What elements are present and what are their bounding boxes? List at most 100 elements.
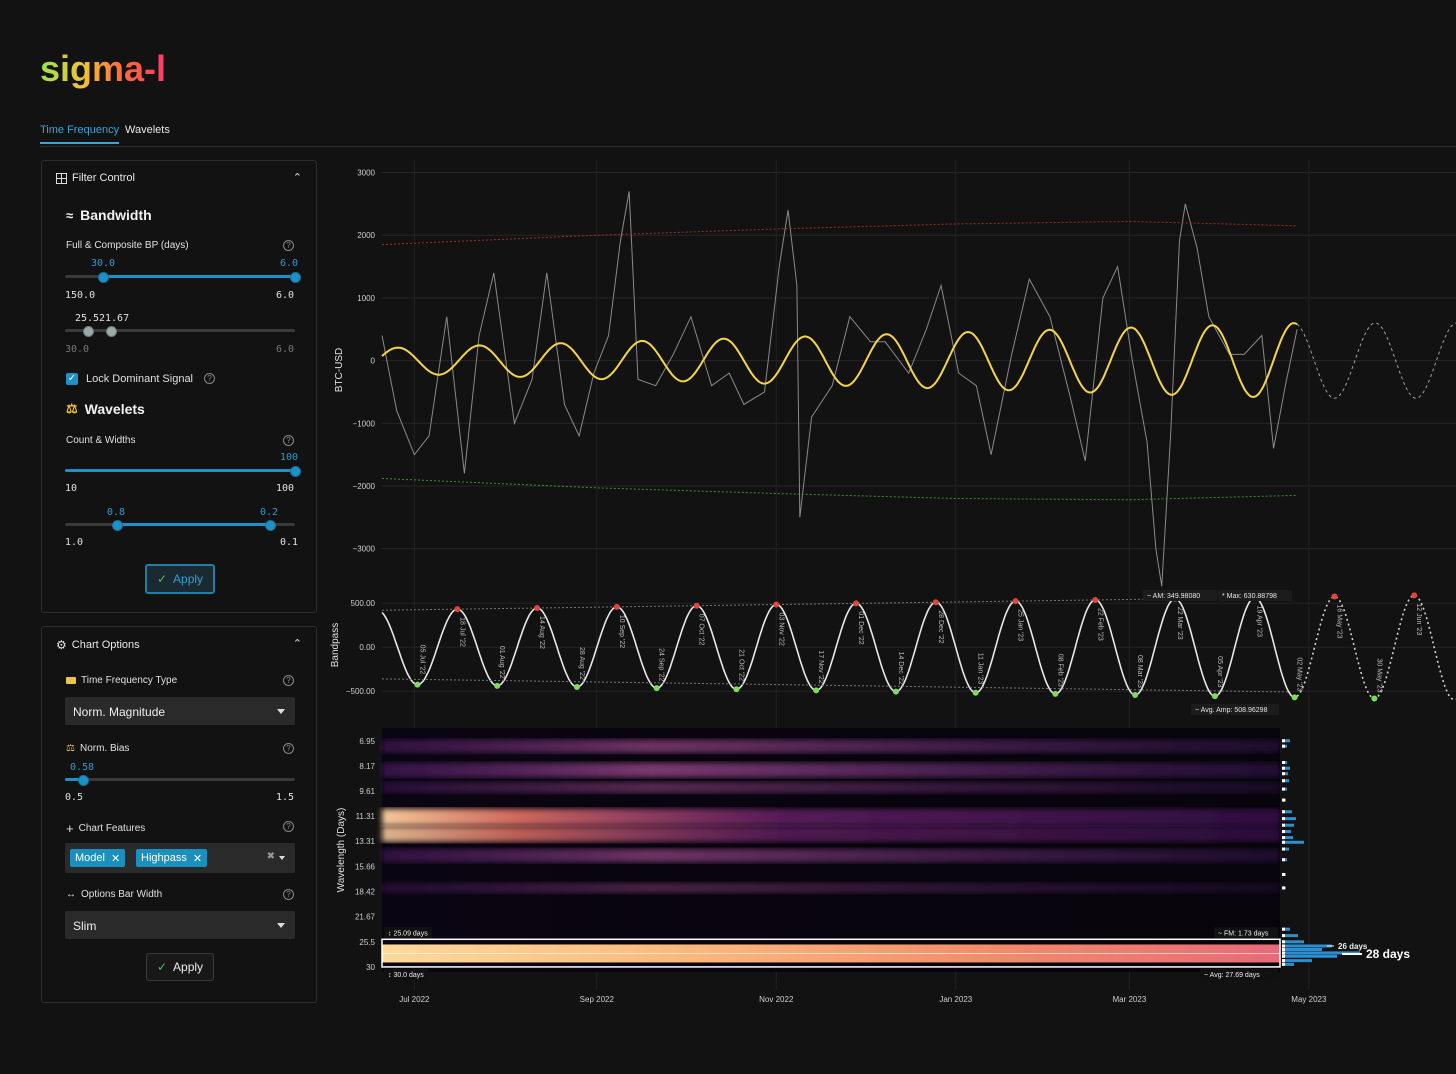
bandwidth-slider-high-handle[interactable] [290,272,301,283]
trough-marker [892,688,899,695]
y-tick-label: 8.17 [359,762,375,771]
histogram-bar-edge [1282,954,1285,958]
fm-label-box [1214,927,1278,939]
extremum-date-label: 24 Sep '22 [658,648,665,681]
y-tick-label: 30 [366,963,375,972]
extremum-date-label: 10 Sep '22 [618,615,625,648]
y-tick-label: 9.61 [359,787,375,796]
y-axis-label: Wavelength (Days) [336,808,347,893]
close-icon[interactable]: ✕ [192,852,203,865]
y-tick-label: −3000 [353,545,376,554]
x-tick-label: Sep 2022 [580,995,615,1004]
wavelet-count-max: 100 [276,483,295,494]
bar-width-value: Slim [73,919,97,933]
bar-width-select[interactable]: Slim [65,911,295,939]
filter-control-title: Filter Control [72,172,135,184]
trough-marker [1052,690,1059,697]
histogram-bar-edge [1282,872,1285,876]
composite-min-label: 30.0 [65,344,90,355]
peak-marker [853,600,860,607]
histogram-bar [1282,766,1290,770]
histogram-bar-edge [1282,947,1285,951]
filter-apply-button[interactable]: ✓ Apply [145,564,215,594]
peak-marker [1012,598,1019,605]
wavelets-section-title: ⚖ Wavelets [66,401,145,417]
extremum-date-label: 18 Jul '22 [458,617,465,647]
composite-slider-track[interactable] [65,329,295,332]
help-icon[interactable]: ? [283,240,294,251]
max-label: * Max: 630.88798 [1222,593,1277,600]
chevron-up-icon[interactable]: ⌃ [292,172,302,184]
feature-chip-highpass[interactable]: Highpass ✕ [136,849,208,867]
composite-slider-low-handle[interactable] [83,326,94,337]
model-projection-line [1296,322,1456,399]
histogram-label-26: 26 days [1338,942,1368,951]
wavelength-heatmap[interactable]: 6.95 8.17 9.61 11.31 13.31 15.66 18.42 21.67 25.… [336,728,1410,980]
help-icon[interactable]: ? [283,889,294,900]
bandwidth-title: Bandwidth [80,207,152,223]
wavelet-count-handle[interactable] [290,466,301,477]
histogram-bar-edge [1282,951,1285,955]
clear-icon[interactable]: ✖ [266,851,275,862]
x-tick-label: Jan 2023 [939,995,972,1004]
close-icon[interactable]: ✕ [110,852,121,865]
bandpass-chart[interactable]: 500.00 0.00 −500.00 Bandpass 05 Jul '22 18 Ju… [330,590,1456,715]
trough-marker [494,682,501,689]
histogram-bar [1282,836,1293,840]
extremum-date-label: 08 Feb '23 [1056,654,1063,687]
chart-features-multiselect[interactable]: Model ✕ Highpass ✕ ✖ [65,843,295,873]
feature-chip-label: Highpass [141,852,187,864]
help-icon[interactable]: ? [204,373,215,384]
trough-marker [1371,695,1378,702]
peak-marker [693,602,700,609]
tf-type-value: Norm. Magnitude [73,705,166,719]
help-icon[interactable]: ? [283,821,294,832]
filter-control-header[interactable]: Filter Control [56,172,135,184]
help-icon[interactable]: ? [283,743,294,754]
histogram-bar-edge [1282,766,1285,770]
extremum-date-label: 16 May '23 [1335,605,1342,639]
range-min-label: 150.0 [65,290,96,301]
wavelet-count-min: 10 [65,483,78,494]
tab-wavelets[interactable]: Wavelets [125,124,170,136]
norm-bias-handle[interactable] [78,775,89,786]
histogram-bar-edge [1282,959,1285,963]
extremum-date-label: 28 Dec '22 [937,610,944,643]
filter-control-panel: Filter Control ⌃ ≈ Bandwidth Full & Comp… [41,160,317,613]
composite-slider-high-handle[interactable] [106,326,117,337]
bandwidth-label: Full & Composite BP (days) [66,240,189,251]
time-frequency-chart[interactable]: 3000 2000 1000 0 −1000 −2000 −3000 BTC-USD 500.… [325,150,1456,1014]
histogram-bar [1282,962,1294,966]
y-tick-label: 13.31 [355,837,376,846]
am-label: ~ AM: 349.98080 [1147,593,1200,600]
tf-type-select[interactable]: Norm. Magnitude [65,697,295,725]
avg-amp-label-box [1191,704,1279,715]
chart-options-header[interactable]: ⚙ Chart Options [56,638,140,652]
norm-bias-track[interactable] [65,778,295,781]
chart-options-title: Chart Options [71,639,140,651]
waves-icon: ≈ [66,207,74,223]
histogram-bar-edge [1282,847,1285,851]
feature-chip-model[interactable]: Model ✕ [70,849,126,867]
help-icon[interactable]: ? [283,435,294,446]
fm-label: ~ FM: 1.73 days [1218,930,1269,937]
gear-icon: ⚙ [56,638,67,652]
norm-bias-value: 0.58 [70,762,95,773]
chart-options-apply-button[interactable]: ✓ Apply [146,953,214,981]
extremum-date-label: 11 Jan '23 [977,653,984,685]
trough-marker [813,687,820,694]
chevron-up-icon[interactable]: ⌃ [292,638,302,650]
peak-marker [534,605,541,612]
price-chart[interactable]: 3000 2000 1000 0 −1000 −2000 −3000 BTC-USD [334,160,1456,990]
help-icon[interactable]: ? [283,675,294,686]
wavelet-width-high-handle[interactable] [265,520,276,531]
scale-icon: ⚖ [66,401,78,416]
low-bound-label-box [384,927,432,939]
histogram-bar-edge [1282,739,1285,743]
bandwidth-slider-low-handle[interactable] [98,272,109,283]
time-axis: Jul 2022 Sep 2022 Nov 2022 Jan 2023 Mar 2023… [399,995,1327,1004]
lock-dominant-checkbox[interactable]: ✓ [66,373,78,385]
wavelet-width-low-handle[interactable] [112,520,123,531]
y-tick-label: 0 [371,357,376,366]
tab-time-frequency[interactable]: Time Frequency [40,124,120,144]
